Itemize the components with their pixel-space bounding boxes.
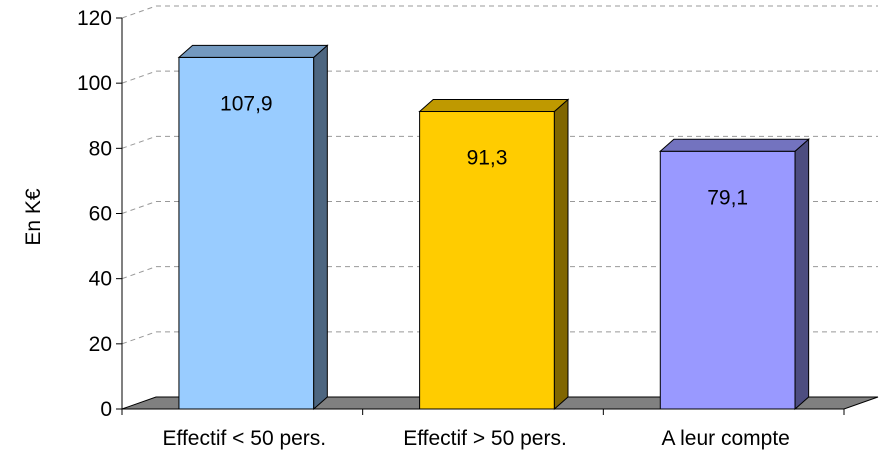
- y-tick-label: 120: [77, 7, 112, 30]
- labels: 107,9 Effectif < 50 pers. 91,3 Effectif > 5…: [163, 92, 790, 450]
- bar-front: [659, 150, 796, 410]
- bars: [177, 44, 810, 411]
- gridline-depth: [121, 331, 157, 345]
- x-tick-label: Effectif < 50 pers.: [163, 427, 327, 450]
- y-tick-label: 20: [89, 333, 112, 356]
- bar-value-label: 79,1: [707, 186, 748, 209]
- gridline-depth: [121, 70, 157, 84]
- y-tick-label: 40: [89, 268, 112, 291]
- bar-value-label: 91,3: [467, 147, 508, 170]
- y-tick-label: 80: [89, 137, 112, 160]
- y-tick-label: 0: [100, 398, 112, 421]
- gridline-depth: [121, 135, 157, 149]
- bar-3: [658, 138, 810, 411]
- gridline-depth: [121, 266, 157, 280]
- gridline-depth: [121, 5, 157, 19]
- bar-side: [794, 138, 810, 411]
- bar-top: [177, 44, 329, 58]
- x-tick-label: A leur compte: [661, 427, 789, 450]
- bar-value-label: 107,9: [220, 92, 273, 115]
- y-tick-label: 60: [89, 203, 112, 226]
- y-tick-label: 100: [77, 72, 112, 95]
- bar-top: [658, 138, 810, 152]
- bar-2: [418, 98, 570, 411]
- bar-front: [419, 111, 555, 410]
- bar-side: [313, 44, 328, 411]
- bar-top: [418, 99, 570, 113]
- bar-1: [177, 44, 329, 411]
- x-tick-label: Effectif > 50 pers.: [403, 427, 567, 450]
- gridline-depth: [121, 201, 157, 214]
- bar-side: [553, 98, 569, 411]
- y-axis-label: En K€: [22, 188, 45, 246]
